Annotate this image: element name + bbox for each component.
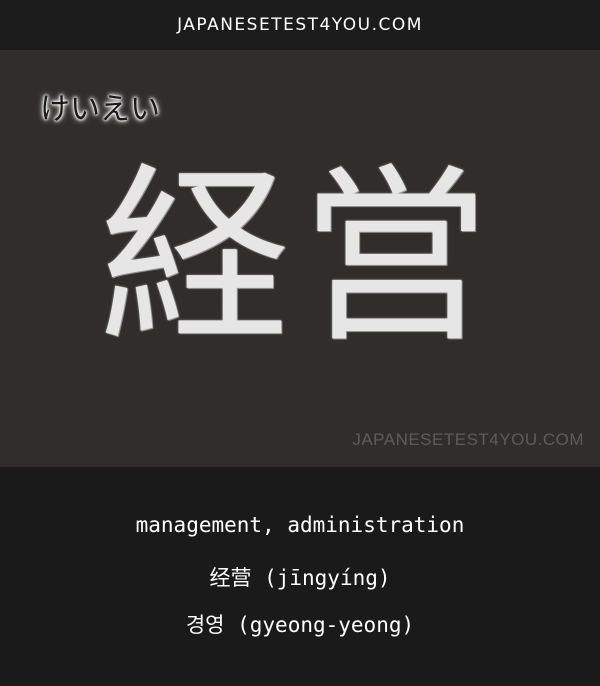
english-meaning: management, administration xyxy=(135,513,465,537)
meanings-panel: management, administration 经营 (jīngyíng)… xyxy=(0,467,600,686)
site-header: JAPANESETEST4YOU.COM xyxy=(0,0,600,50)
kanji-word: 経営 xyxy=(99,147,500,368)
watermark: JAPANESETEST4YOU.COM xyxy=(352,430,584,449)
site-title: JAPANESETEST4YOU.COM xyxy=(177,15,423,35)
hiragana-reading: けいえい xyxy=(40,92,160,127)
korean-equivalent: 경영 (gyeong-yeong) xyxy=(185,613,415,637)
chinese-equivalent: 经营 (jīngyíng) xyxy=(209,566,391,590)
vocab-card: けいえい 経営 JAPANESETEST4YOU.COM xyxy=(0,50,600,467)
